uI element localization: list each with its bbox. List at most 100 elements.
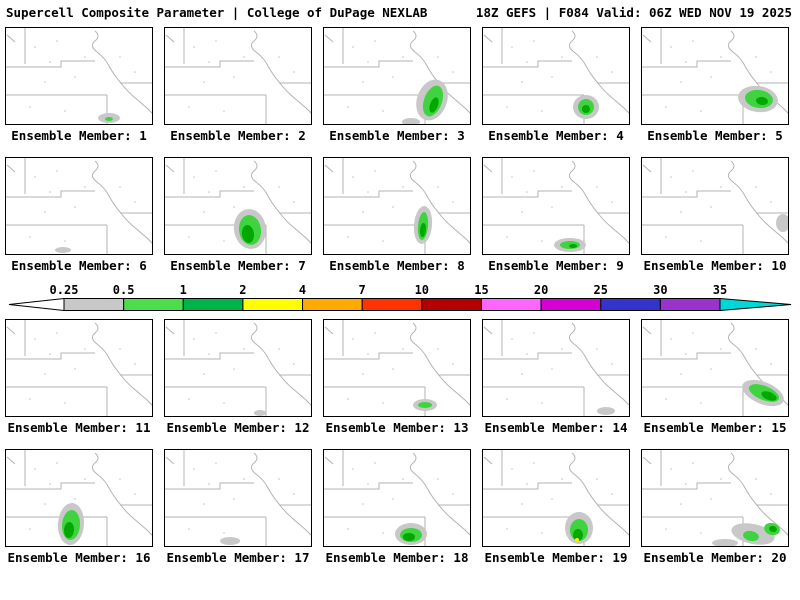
state-border-lines bbox=[164, 319, 312, 417]
river-line bbox=[91, 452, 153, 537]
river-line bbox=[91, 30, 153, 115]
ensemble-map bbox=[641, 449, 789, 547]
color-scale-tick: 0.25 bbox=[49, 283, 79, 297]
ensemble-member-label: Ensemble Member: 13 bbox=[325, 420, 469, 435]
station-dots bbox=[506, 170, 613, 242]
color-scale-tick-labels: 0.25 0.5 1 2 4 7 10 15 20 25 30 35 bbox=[8, 283, 792, 298]
panel-frame bbox=[482, 157, 630, 255]
river-line bbox=[91, 160, 153, 245]
ensemble-map bbox=[641, 319, 789, 417]
station-dots bbox=[347, 170, 454, 242]
state-border-lines bbox=[482, 27, 630, 125]
state-border-lines bbox=[323, 157, 471, 255]
panel-frame bbox=[323, 157, 471, 255]
ensemble-panel: Ensemble Member: 5 bbox=[641, 27, 789, 143]
color-scale-tick: 35 bbox=[712, 283, 728, 297]
ensemble-member-label: Ensemble Member: 19 bbox=[484, 550, 628, 565]
ensemble-member-label: Ensemble Member: 5 bbox=[647, 128, 783, 143]
color-scale-tick: 10 bbox=[414, 283, 430, 297]
title-bar: Supercell Composite Parameter | College … bbox=[0, 0, 800, 23]
ensemble-grid-bottom: Ensemble Member: 11 En bbox=[0, 319, 800, 565]
ensemble-member-label: Ensemble Member: 15 bbox=[643, 420, 787, 435]
ensemble-panel: Ensemble Member: 8 bbox=[323, 157, 471, 273]
scp-contour-fill bbox=[395, 523, 427, 545]
river-line bbox=[91, 322, 153, 407]
color-scale-tick: 25 bbox=[593, 283, 608, 297]
river-tick bbox=[483, 326, 493, 335]
ensemble-member-label: Ensemble Member: 11 bbox=[7, 420, 151, 435]
station-dots bbox=[347, 462, 454, 534]
ensemble-panel: Ensemble Member: 13 bbox=[323, 319, 471, 435]
scp-contour-fill bbox=[413, 206, 433, 244]
color-scale-tick: 2 bbox=[239, 283, 247, 297]
river-line bbox=[250, 160, 312, 245]
color-scale-tick: 4 bbox=[298, 283, 307, 297]
river-tick bbox=[165, 34, 175, 43]
scp-contour-fill bbox=[55, 247, 71, 253]
model-run-valid-time: 18Z GEFS | F084 Valid: 06Z WED NOV 19 20… bbox=[475, 5, 792, 20]
ensemble-map bbox=[323, 319, 471, 417]
river-tick bbox=[324, 326, 334, 335]
river-line bbox=[409, 322, 471, 407]
ensemble-member-label: Ensemble Member: 7 bbox=[170, 258, 306, 273]
station-dots bbox=[29, 40, 136, 112]
panel-frame bbox=[5, 319, 153, 417]
ensemble-map bbox=[482, 157, 630, 255]
panel-frame bbox=[482, 449, 630, 547]
panel-frame bbox=[482, 27, 630, 125]
state-border-lines bbox=[5, 27, 153, 125]
ensemble-member-label: Ensemble Member: 2 bbox=[170, 128, 306, 143]
scp-contour-fill bbox=[233, 209, 267, 249]
river-line bbox=[409, 160, 471, 245]
river-tick bbox=[165, 456, 175, 465]
river-tick bbox=[324, 456, 334, 465]
river-tick bbox=[642, 164, 652, 173]
station-dots bbox=[188, 40, 295, 112]
state-border-lines bbox=[641, 319, 789, 417]
ensemble-panel: Ensemble Member: 2 bbox=[164, 27, 312, 143]
ensemble-panel: Ensemble Member: 4 bbox=[482, 27, 630, 143]
state-border-lines bbox=[5, 157, 153, 255]
river-tick bbox=[483, 456, 493, 465]
ensemble-member-label: Ensemble Member: 14 bbox=[484, 420, 628, 435]
ensemble-member-label: Ensemble Member: 3 bbox=[329, 128, 465, 143]
state-border-lines bbox=[164, 27, 312, 125]
river-line bbox=[250, 322, 312, 407]
river-line bbox=[250, 452, 312, 537]
river-tick bbox=[165, 326, 175, 335]
color-scale-tick: 0.5 bbox=[112, 283, 135, 297]
ensemble-panel: Ensemble Member: 1 bbox=[5, 27, 153, 143]
color-scale-tick: 30 bbox=[653, 283, 668, 297]
state-border-lines bbox=[5, 319, 153, 417]
scp-contour-fill bbox=[413, 399, 437, 411]
ensemble-row: Ensemble Member: 16 En bbox=[5, 449, 795, 565]
scp-contour-fill bbox=[742, 379, 784, 407]
river-tick bbox=[324, 34, 334, 43]
river-tick bbox=[6, 456, 16, 465]
panel-frame bbox=[164, 157, 312, 255]
river-line bbox=[409, 30, 471, 115]
river-line bbox=[568, 452, 630, 537]
ensemble-panel: Ensemble Member: 10 bbox=[641, 157, 789, 273]
river-tick bbox=[324, 164, 334, 173]
panel-frame bbox=[641, 157, 789, 255]
state-border-lines bbox=[323, 319, 471, 417]
ensemble-map bbox=[164, 449, 312, 547]
river-tick bbox=[6, 164, 16, 173]
ensemble-member-label: Ensemble Member: 9 bbox=[488, 258, 624, 273]
ensemble-member-label: Ensemble Member: 16 bbox=[7, 550, 151, 565]
panel-frame bbox=[5, 27, 153, 125]
station-dots bbox=[347, 40, 454, 112]
panel-frame bbox=[164, 319, 312, 417]
river-tick bbox=[483, 164, 493, 173]
ensemble-panel: Ensemble Member: 14 bbox=[482, 319, 630, 435]
state-border-lines bbox=[482, 157, 630, 255]
panel-frame bbox=[5, 157, 153, 255]
ensemble-row: Ensemble Member: 1 Ens bbox=[5, 27, 795, 143]
station-dots bbox=[506, 332, 613, 404]
panel-frame bbox=[164, 449, 312, 547]
station-dots bbox=[665, 462, 772, 534]
scp-contour-fill bbox=[712, 522, 780, 547]
ensemble-map bbox=[641, 27, 789, 125]
ensemble-panel: Ensemble Member: 6 bbox=[5, 157, 153, 273]
